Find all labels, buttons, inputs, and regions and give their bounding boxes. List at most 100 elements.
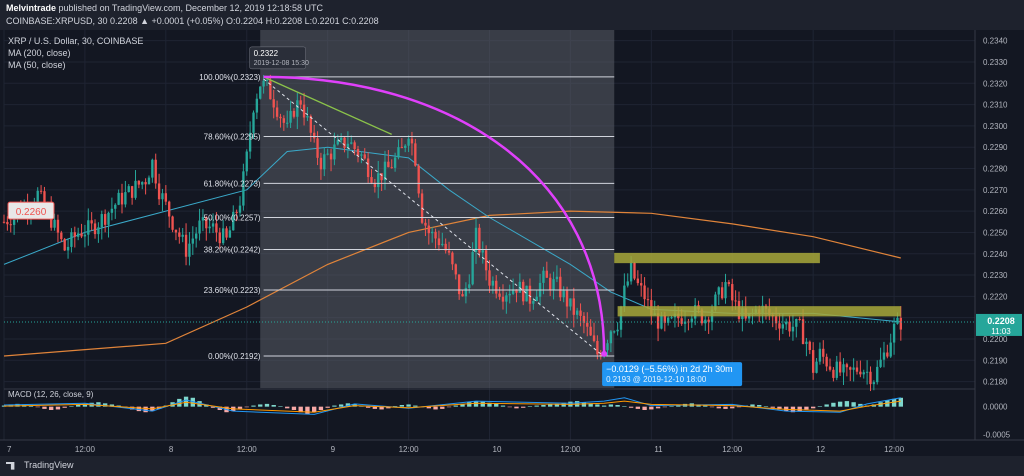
- candle-body: [353, 142, 356, 149]
- legend-symbol: XRP / U.S. Dollar, 30, COINBASE: [8, 36, 144, 46]
- candle-body: [515, 289, 518, 293]
- fib-level-label: 100.00%(0.2323): [199, 73, 261, 82]
- macd-histogram-bar: [278, 406, 283, 407]
- macd-histogram-bar: [75, 405, 81, 407]
- price-chart[interactable]: 100.00%(0.2323) 78.60%(0.2295) 61.80%(0.22…: [0, 30, 1024, 456]
- candle-body: [889, 342, 892, 357]
- candle-body: [535, 296, 538, 302]
- macd-histogram-bar: [494, 403, 499, 407]
- macd-title: MACD (12, 26, close, 9): [8, 390, 94, 399]
- start-label-date: 2019-12-08 15:30: [254, 60, 309, 67]
- candle-body: [828, 366, 832, 370]
- macd-histogram-bar: [258, 404, 263, 407]
- candle-body: [896, 317, 899, 324]
- price-tick-label: 0.2280: [983, 165, 1008, 174]
- candle-body: [380, 173, 383, 181]
- candle-body: [259, 86, 262, 99]
- candle-body: [724, 282, 727, 299]
- macd-histogram-bar: [480, 401, 485, 407]
- candle-body: [633, 262, 636, 279]
- author-name[interactable]: Melvintrade: [6, 3, 57, 13]
- candle-body: [805, 341, 808, 345]
- candle-body: [852, 367, 855, 370]
- candle-body: [103, 214, 107, 225]
- measure-box: [260, 30, 615, 388]
- macd-histogram-bar: [534, 405, 539, 407]
- macd-histogram-bar: [588, 403, 593, 407]
- candle-body: [248, 132, 252, 152]
- macd-histogram-bar: [386, 406, 391, 409]
- macd-histogram-bar: [318, 406, 324, 410]
- candle-body: [801, 319, 805, 345]
- candle-body: [414, 143, 417, 166]
- macd-histogram-bar: [251, 405, 256, 407]
- macd-histogram-bar: [312, 406, 317, 413]
- candle-body: [417, 165, 420, 194]
- time-tick-label: 7: [7, 445, 12, 454]
- candle-body: [727, 282, 731, 285]
- macd-histogram-bar: [62, 406, 67, 408]
- candle-body: [508, 293, 511, 296]
- macd-histogram-bar: [365, 406, 371, 408]
- candle-body: [326, 153, 329, 155]
- macd-histogram-bar: [831, 402, 836, 407]
- macd-histogram-bar: [777, 406, 782, 410]
- candle-body: [447, 250, 451, 253]
- candle-body: [879, 359, 882, 367]
- legend-ma50[interactable]: MA (50, close): [8, 60, 66, 70]
- candle-body: [559, 276, 562, 298]
- candle-body: [525, 285, 528, 302]
- candle-body: [690, 318, 693, 323]
- candle-body: [53, 219, 56, 228]
- macd-histogram-bar: [527, 406, 533, 407]
- macd-histogram-bar: [433, 406, 438, 410]
- candle-body: [667, 317, 670, 323]
- candle-body: [663, 315, 666, 323]
- candle-body: [565, 290, 569, 307]
- macd-histogram-bar: [109, 404, 115, 407]
- measure-label-box: [602, 362, 743, 387]
- price-axis-bg: [975, 30, 1024, 456]
- candle-body: [636, 278, 640, 284]
- candle-body: [474, 227, 478, 253]
- candle-body: [147, 177, 151, 185]
- candle-body: [505, 295, 508, 302]
- legend-ma200[interactable]: MA (200, close): [8, 48, 71, 58]
- macd-histogram-bar: [770, 406, 775, 408]
- candle-body: [845, 364, 849, 368]
- resistance-zone: [614, 252, 820, 264]
- candle-body: [498, 293, 501, 297]
- macd-histogram-bar: [285, 406, 290, 409]
- macd-histogram-bar: [601, 405, 607, 407]
- candle-body: [629, 262, 633, 282]
- macd-histogram-bar: [608, 404, 614, 407]
- macd-histogram-bar: [210, 406, 216, 408]
- candle-body: [80, 233, 83, 237]
- macd-histogram-bar: [116, 405, 121, 407]
- macd-histogram-bar: [359, 406, 364, 407]
- candle-body: [444, 243, 447, 251]
- candle-body: [589, 326, 592, 336]
- macd-histogram-bar: [709, 406, 715, 408]
- time-tick-label: 12:00: [75, 445, 96, 454]
- candle-body: [306, 116, 309, 118]
- candle-body: [63, 239, 66, 251]
- candle-body: [606, 343, 609, 351]
- drawings[interactable]: 0.2322 2019-12-08 15:30 −0.0129 (−5.56%) i…: [4, 46, 975, 387]
- macd-histogram-bar: [750, 404, 755, 407]
- tradingview-logo[interactable]: TradingView: [6, 460, 74, 470]
- fibonacci-retracement[interactable]: 100.00%(0.2323) 78.60%(0.2295) 61.80%(0.22…: [199, 73, 615, 361]
- candle-body: [191, 238, 194, 244]
- current-price-value: 0.2208: [987, 316, 1015, 326]
- candle-body: [623, 285, 626, 307]
- measure-diagonal: [263, 78, 602, 355]
- candle-body: [66, 246, 70, 251]
- macd-histogram-bar: [379, 406, 384, 410]
- time-tick-label: 12: [816, 445, 825, 454]
- candle-body: [855, 367, 859, 372]
- candle-body: [437, 238, 441, 246]
- candle-body: [886, 352, 889, 357]
- macd-histogram-bar: [305, 406, 310, 414]
- candle-body: [808, 341, 811, 351]
- candle-body: [137, 180, 141, 185]
